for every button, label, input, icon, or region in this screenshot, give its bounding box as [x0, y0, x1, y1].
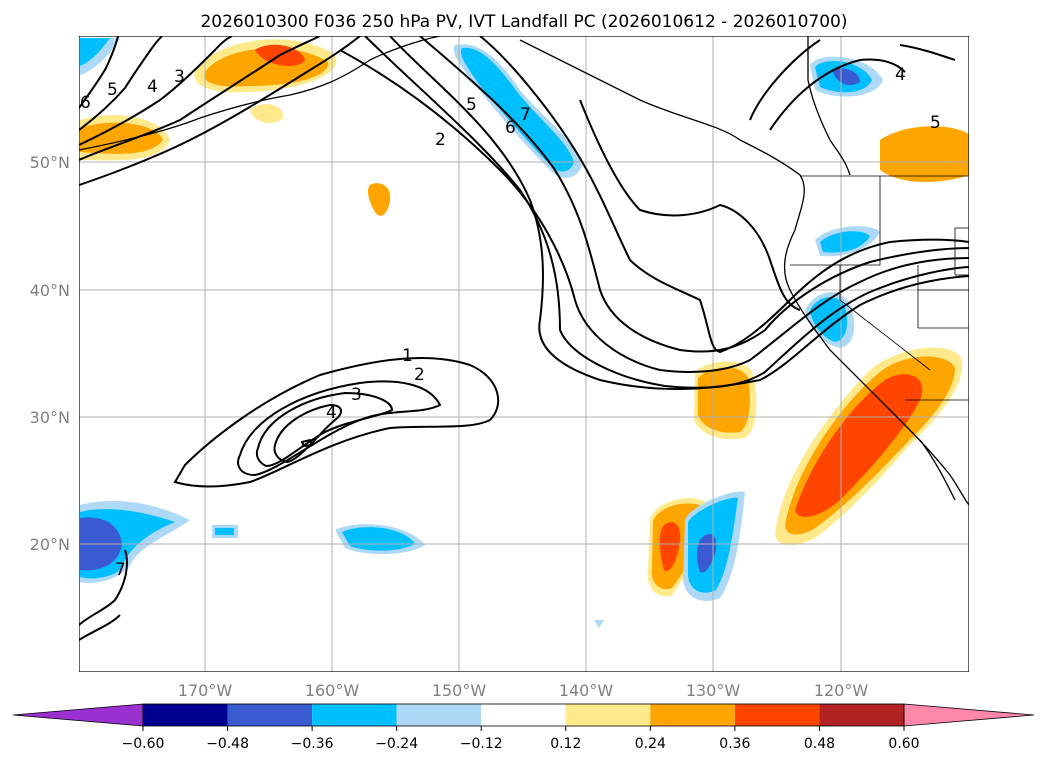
colorbar-tick-label: 0.36 — [719, 736, 750, 752]
lat-tick-label: 30°N — [30, 408, 70, 427]
colorbar-tick-label: −0.48 — [206, 736, 249, 752]
colorbar-segment — [227, 704, 313, 726]
shaded-anomalies — [80, 38, 969, 628]
lon-tick-label: 160°W — [305, 681, 360, 700]
colorbar-tick-label: 0.24 — [635, 736, 666, 752]
colorbar-tick-label: 0.12 — [550, 736, 581, 752]
contour-label: 2 — [435, 130, 446, 150]
contour-label: 1 — [402, 346, 413, 366]
lat-tick-label: 50°N — [30, 153, 70, 172]
colorbar-tick-label: −0.24 — [375, 736, 418, 752]
lon-tick-label: 140°W — [559, 681, 614, 700]
map-panel: 1 2 3 4 2 5 6 7 3 4 4 5 5 6 7 — [79, 36, 969, 672]
contour-label: 4 — [147, 77, 158, 97]
contour-label: 3 — [351, 385, 362, 405]
colorbar-tick-label: −0.12 — [460, 736, 503, 752]
colorbar-extend-low — [12, 703, 144, 727]
longitude-labels: 170°W 160°W 150°W 140°W 130°W 120°W — [178, 681, 869, 700]
contour-label: 5 — [466, 95, 477, 115]
contour-label: 7 — [115, 560, 126, 580]
contour-label: 3 — [174, 67, 185, 87]
colorbar-segment — [396, 704, 482, 726]
colorbar-segment — [734, 704, 820, 726]
contour-label: 7 — [520, 105, 531, 125]
colorbar-segment — [650, 704, 735, 726]
political-borders — [790, 175, 969, 401]
pv-contours — [79, 36, 969, 641]
colorbar-segment — [565, 704, 651, 726]
colorbar-segment — [143, 704, 228, 726]
contour-labels: 1 2 3 4 2 5 6 7 3 4 4 5 5 6 7 — [80, 65, 941, 580]
colorbar-tick-label: −0.60 — [122, 736, 165, 752]
colorbar-tick-label: −0.36 — [291, 736, 334, 752]
colorbar: −0.60 −0.48 −0.36 −0.24 −0.12 0.12 0.24 0.36 0.4… — [12, 703, 1035, 752]
contour-label: 6 — [505, 118, 516, 138]
contour-label: 5 — [107, 80, 118, 100]
figure-title: 2026010300 F036 250 hPa PV, IVT Landfall… — [200, 12, 847, 32]
colorbar-tick-label: 0.48 — [804, 736, 835, 752]
colorbar-segment — [312, 704, 397, 726]
lon-tick-label: 120°W — [814, 681, 869, 700]
colorbar-tick-label: 0.60 — [888, 736, 919, 752]
lon-tick-label: 150°W — [432, 681, 487, 700]
graticule — [79, 36, 969, 672]
latitude-labels: 50°N 40°N 30°N 20°N — [30, 153, 70, 554]
lon-tick-label: 170°W — [178, 681, 233, 700]
contour-label: 4 — [895, 65, 906, 85]
colorbar-segment — [819, 704, 904, 726]
colorbar-segment — [481, 704, 566, 726]
contour-label: 2 — [414, 365, 425, 385]
lat-tick-label: 20°N — [30, 535, 70, 554]
colorbar-extend-high — [903, 703, 1035, 727]
lon-tick-label: 130°W — [686, 681, 741, 700]
lat-tick-label: 40°N — [30, 281, 70, 300]
contour-label: 6 — [80, 93, 91, 113]
contour-label: 4 — [326, 403, 337, 423]
contour-label: 5 — [930, 113, 941, 133]
